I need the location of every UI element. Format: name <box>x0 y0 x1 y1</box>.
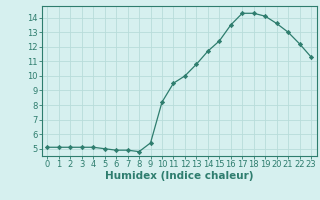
X-axis label: Humidex (Indice chaleur): Humidex (Indice chaleur) <box>105 171 253 181</box>
